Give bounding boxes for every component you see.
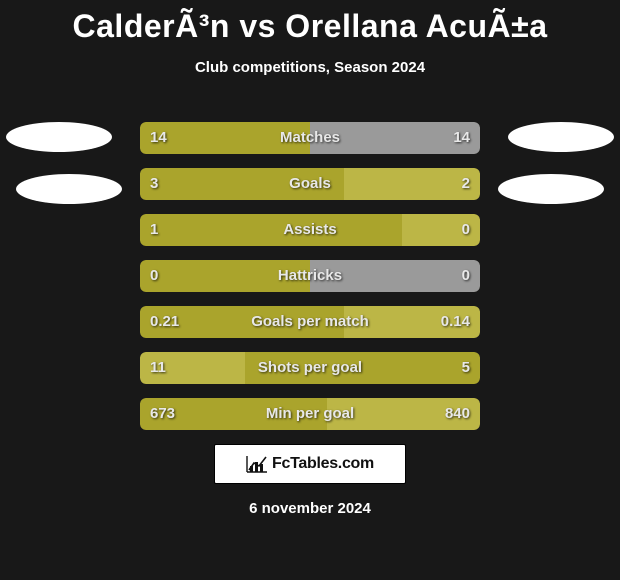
stat-row: 673Min per goal840	[140, 398, 480, 430]
comparison-card: CalderÃ³n vs Orellana AcuÃ±a Club compet…	[0, 0, 620, 580]
stat-label: Min per goal	[140, 398, 480, 430]
stat-value-right: 840	[445, 398, 470, 430]
stat-value-right: 0	[462, 260, 470, 292]
stat-row: 0Hattricks0	[140, 260, 480, 292]
player2-avatar-bot	[498, 174, 604, 204]
stat-label: Goals	[140, 168, 480, 200]
stat-label: Hattricks	[140, 260, 480, 292]
player2-avatar-top	[508, 122, 614, 152]
stat-value-right: 5	[462, 352, 470, 384]
logo-text: FcTables.com	[272, 455, 374, 473]
player1-avatar-bot	[16, 174, 122, 204]
stat-label: Shots per goal	[140, 352, 480, 384]
stat-label: Goals per match	[140, 306, 480, 338]
stat-value-right: 0	[462, 214, 470, 246]
stat-row: 0.21Goals per match0.14	[140, 306, 480, 338]
date-label: 6 november 2024	[0, 500, 620, 517]
player1-avatar-top	[6, 122, 112, 152]
stat-row: 14Matches14	[140, 122, 480, 154]
logo-box: FcTables.com	[214, 444, 406, 484]
stat-value-right: 14	[453, 122, 470, 154]
stat-label: Matches	[140, 122, 480, 154]
stat-value-right: 0.14	[441, 306, 470, 338]
page-title: CalderÃ³n vs Orellana AcuÃ±a	[0, 0, 620, 45]
subtitle: Club competitions, Season 2024	[0, 59, 620, 76]
stat-row: 11Shots per goal5	[140, 352, 480, 384]
stat-row: 1Assists0	[140, 214, 480, 246]
stat-rows: 14Matches143Goals21Assists00Hattricks00.…	[140, 122, 480, 444]
logo-chart-icon	[246, 455, 268, 473]
stat-row: 3Goals2	[140, 168, 480, 200]
stat-value-right: 2	[462, 168, 470, 200]
stat-label: Assists	[140, 214, 480, 246]
